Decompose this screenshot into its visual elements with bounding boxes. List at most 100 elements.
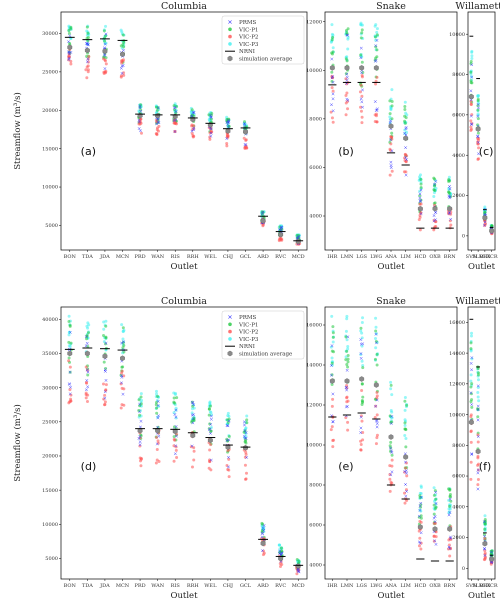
data-point-prms bbox=[361, 105, 364, 109]
average-marker bbox=[403, 135, 409, 142]
data-point-vic bbox=[156, 394, 160, 398]
data-point-vic bbox=[360, 382, 364, 386]
data-point-prms bbox=[156, 416, 160, 420]
data-point-vic bbox=[245, 418, 249, 422]
data-point-vic bbox=[360, 359, 364, 363]
legend-label: VIC-P3 bbox=[238, 42, 259, 48]
data-point-vic bbox=[104, 324, 108, 328]
data-point-vic bbox=[172, 391, 176, 395]
legend-label: simulation average bbox=[239, 352, 292, 358]
data-point-vic bbox=[155, 435, 159, 439]
data-point-vic bbox=[101, 382, 105, 386]
data-point-vic bbox=[403, 121, 407, 125]
data-point-prms bbox=[434, 490, 438, 494]
x-tick-label: MCD bbox=[292, 254, 305, 260]
data-point-prms bbox=[279, 228, 283, 232]
data-point-prms bbox=[172, 106, 176, 110]
legend-label: PRMS bbox=[239, 315, 256, 321]
data-point-vic bbox=[102, 29, 106, 33]
average-marker bbox=[359, 376, 365, 382]
data-point-vic bbox=[469, 460, 473, 464]
data-point-vic bbox=[86, 326, 90, 330]
data-point-prms bbox=[359, 56, 363, 60]
average-marker bbox=[489, 556, 495, 562]
data-point-vic bbox=[331, 331, 335, 335]
data-point-vic bbox=[405, 154, 409, 158]
data-point-prms bbox=[242, 420, 246, 424]
data-point-vic bbox=[155, 447, 159, 451]
x-tick-label: LGS bbox=[356, 254, 367, 260]
data-point-vic bbox=[388, 112, 392, 116]
data-point-prms bbox=[469, 391, 473, 395]
data-point-prms bbox=[209, 414, 213, 418]
x-tick-label: BRN bbox=[444, 583, 456, 589]
data-point-vic bbox=[154, 403, 158, 407]
average-marker bbox=[447, 526, 453, 532]
data-point-vic bbox=[139, 103, 143, 107]
data-point-vic bbox=[469, 430, 473, 434]
data-point-vic bbox=[344, 113, 348, 117]
data-point-vic bbox=[346, 428, 350, 432]
data-point-prms bbox=[375, 419, 379, 423]
data-point-vic bbox=[375, 413, 379, 417]
data-point-vic bbox=[172, 121, 176, 125]
data-point-prms bbox=[470, 75, 474, 79]
data-point-vic bbox=[419, 182, 423, 186]
data-point-vic bbox=[243, 477, 247, 481]
x-tick-label: JDA bbox=[99, 254, 110, 260]
data-point-prms bbox=[190, 413, 194, 417]
data-point-prms bbox=[174, 434, 178, 438]
data-point-prms bbox=[374, 404, 378, 408]
data-point-vic bbox=[207, 407, 211, 411]
data-point-vic bbox=[121, 346, 125, 350]
average-marker bbox=[243, 128, 248, 135]
x-tick-label: LIM bbox=[400, 254, 410, 260]
data-point-vic bbox=[418, 508, 422, 512]
data-point-prms bbox=[360, 100, 364, 104]
data-point-vic bbox=[359, 36, 363, 40]
data-point-prms bbox=[374, 341, 378, 345]
data-point-vic bbox=[476, 112, 480, 116]
data-point-vic bbox=[470, 81, 474, 85]
x-tick-label: RIS bbox=[171, 254, 181, 260]
data-point-vic bbox=[361, 400, 365, 404]
data-point-vic bbox=[172, 435, 176, 439]
legend-label: NRNI bbox=[239, 344, 255, 350]
data-point-vic bbox=[375, 394, 379, 398]
data-point-vic bbox=[225, 144, 229, 148]
average-marker bbox=[295, 238, 301, 245]
data-point-vic bbox=[418, 228, 422, 232]
panel-f: Willamette 0 2000 4000 6000 8000 10000 12000 140… bbox=[449, 296, 500, 601]
data-point-vic bbox=[225, 141, 229, 145]
data-point-prms bbox=[470, 356, 474, 360]
data-point-vic bbox=[86, 345, 90, 349]
data-point-vic bbox=[173, 401, 177, 405]
data-point-vic bbox=[477, 462, 481, 466]
data-point-vic bbox=[418, 173, 422, 177]
y-tick-label: 8000 bbox=[309, 483, 322, 489]
data-point-vic bbox=[345, 349, 349, 353]
average-marker bbox=[278, 231, 284, 238]
data-point-vic bbox=[277, 543, 281, 547]
x-tick-label: SVN bbox=[466, 254, 478, 260]
data-point-prms bbox=[173, 106, 177, 110]
data-point-prms bbox=[331, 392, 335, 396]
data-point-vic bbox=[360, 60, 364, 64]
legend-label: NRNI bbox=[239, 49, 255, 55]
average-marker bbox=[329, 378, 335, 384]
data-point-vic bbox=[122, 71, 126, 75]
data-point-prms bbox=[483, 212, 487, 216]
y-tick-label: 8000 bbox=[309, 117, 322, 123]
data-point-prms bbox=[103, 42, 107, 46]
data-point-vic bbox=[155, 392, 159, 396]
data-point-vic bbox=[476, 373, 480, 377]
data-point-vic bbox=[390, 99, 394, 103]
data-point-vic bbox=[476, 99, 480, 103]
data-point-prms bbox=[191, 401, 195, 405]
data-point-prms bbox=[174, 408, 178, 412]
data-point-vic bbox=[418, 215, 422, 219]
data-point-vic bbox=[404, 466, 408, 470]
data-point-vic bbox=[375, 48, 379, 52]
data-point-prms bbox=[208, 126, 212, 130]
data-point-vic bbox=[155, 411, 159, 415]
